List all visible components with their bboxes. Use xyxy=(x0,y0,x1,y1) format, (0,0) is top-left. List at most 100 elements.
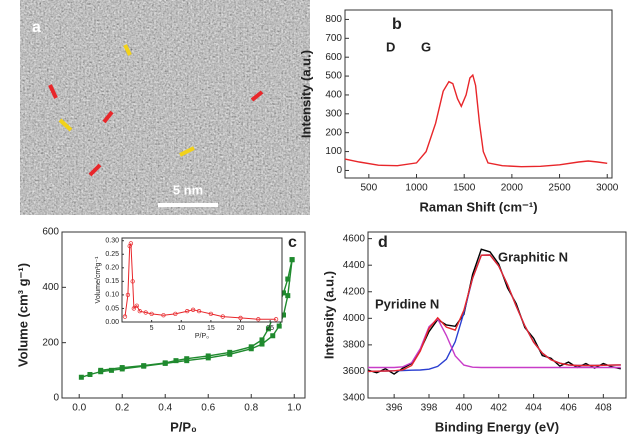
data-line xyxy=(367,254,621,373)
y-tick-label: 0.00 xyxy=(105,319,119,326)
y-tick-label: 4400 xyxy=(343,260,366,271)
y-tick-label: 0.05 xyxy=(105,305,119,312)
marker xyxy=(78,374,84,380)
marker xyxy=(205,353,211,359)
y-axis-label: Intensity (a.u.) xyxy=(321,271,336,359)
marker xyxy=(184,356,190,362)
x-tick-label: 1500 xyxy=(453,183,476,194)
x-tick-label: 5 xyxy=(150,325,154,332)
marker xyxy=(280,290,286,296)
y-tick-label: 600 xyxy=(42,227,59,238)
panel-label: c xyxy=(288,234,297,251)
marker xyxy=(119,365,125,371)
marker xyxy=(227,349,233,355)
marker xyxy=(131,306,137,311)
y-tick-label: 400 xyxy=(42,282,59,293)
marker xyxy=(289,257,295,263)
x-tick-label: 404 xyxy=(525,403,542,414)
y-tick-label: 0.15 xyxy=(105,278,119,285)
marker xyxy=(185,309,190,314)
marker xyxy=(276,323,282,329)
marker xyxy=(161,313,166,318)
marker xyxy=(256,317,261,322)
arrows xyxy=(48,44,264,177)
marker xyxy=(220,314,225,319)
marker xyxy=(137,309,142,314)
marker xyxy=(98,367,104,373)
marker xyxy=(108,367,114,373)
arrow xyxy=(58,118,73,132)
marker xyxy=(196,309,202,314)
y-tick-label: 0.25 xyxy=(105,251,119,258)
y-tick-label: 200 xyxy=(42,337,59,348)
x-tick-label: 398 xyxy=(421,403,438,414)
marker xyxy=(128,241,134,246)
y-tick-label: 4000 xyxy=(343,313,366,324)
arrow xyxy=(250,90,264,102)
scale-bar-label: 5 nm xyxy=(173,182,203,197)
marker xyxy=(238,315,243,321)
x-tick-label: 408 xyxy=(595,403,612,414)
data-line xyxy=(368,317,621,369)
x-tick-label: 25 xyxy=(266,325,274,332)
y-tick-label: 700 xyxy=(325,33,342,44)
panel-label: b xyxy=(392,16,402,33)
y-tick-label: 800 xyxy=(325,14,342,25)
y-tick-label: 500 xyxy=(325,71,342,82)
arrow xyxy=(102,110,114,124)
y-axis-label: Volume (cm³ g⁻¹) xyxy=(15,263,30,367)
x-tick-label: 10 xyxy=(177,325,185,332)
data-line xyxy=(367,248,621,375)
marker xyxy=(173,311,178,317)
y-tick-label: 400 xyxy=(325,90,342,101)
y-axis-label: Volume/cm³g⁻¹ xyxy=(95,256,102,304)
x-tick-label: 0.6 xyxy=(201,403,215,414)
arrow xyxy=(123,44,132,56)
x-tick-label: 3000 xyxy=(596,183,619,194)
marker xyxy=(190,307,196,312)
plot-frame xyxy=(367,231,627,399)
x-tick-label: 2000 xyxy=(501,183,524,194)
tem-panel: a 5 nm xyxy=(20,0,310,215)
x-axis-label: Binding Energy (eV) xyxy=(435,419,559,434)
data-line xyxy=(367,254,621,373)
marker xyxy=(141,363,147,369)
marker xyxy=(265,326,271,332)
y-tick-label: 0.10 xyxy=(105,292,119,299)
x-tick-label: 402 xyxy=(490,403,507,414)
x-axis-label: P/P₀ xyxy=(195,333,209,340)
annotation: Pyridine N xyxy=(375,296,439,311)
x-tick-label: 406 xyxy=(560,403,577,414)
y-tick-label: 0.30 xyxy=(105,238,119,245)
y-tick-label: 0.20 xyxy=(105,265,119,272)
y-tick-label: 0 xyxy=(336,165,342,176)
marker xyxy=(248,344,254,350)
annotation: D xyxy=(386,39,395,54)
arrow xyxy=(88,163,102,177)
marker xyxy=(259,341,265,347)
y-tick-label: 100 xyxy=(325,146,342,157)
arrow xyxy=(179,146,195,157)
marker xyxy=(270,333,276,339)
marker xyxy=(130,279,135,284)
marker xyxy=(125,292,131,298)
y-tick-label: 3600 xyxy=(343,366,366,377)
x-tick-label: 20 xyxy=(237,325,245,332)
y-tick-label: 4200 xyxy=(343,286,366,297)
panel-label: d xyxy=(378,234,388,251)
plot-frame xyxy=(344,9,613,179)
x-axis-label: P/P₀ xyxy=(170,419,197,434)
x-tick-label: 500 xyxy=(360,183,377,194)
annotation: G xyxy=(421,39,431,54)
y-tick-label: 600 xyxy=(325,52,342,63)
marker xyxy=(122,314,128,319)
plot-frame xyxy=(121,237,283,323)
marker xyxy=(285,293,291,299)
marker xyxy=(208,311,214,317)
x-tick-label: 0.4 xyxy=(158,403,172,414)
marker xyxy=(127,243,132,249)
x-tick-label: 0.0 xyxy=(72,403,86,414)
y-tick-label: 3400 xyxy=(343,393,366,404)
